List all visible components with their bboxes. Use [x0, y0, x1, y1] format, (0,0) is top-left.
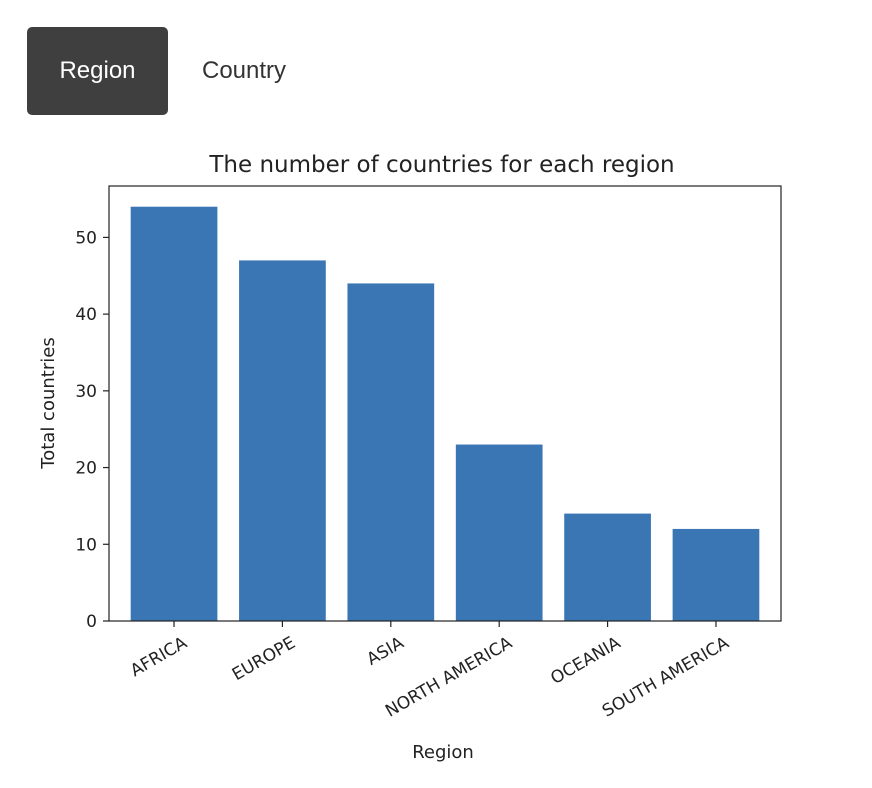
bar-asia	[347, 283, 435, 621]
y-tick-label: 40	[75, 305, 97, 325]
bar-oceania	[564, 513, 651, 621]
y-tick-label: 10	[75, 535, 97, 555]
y-axis: 0 10 20 30 40 50	[75, 228, 109, 632]
x-tick-label: ASIA	[363, 633, 407, 670]
x-axis-label: Region	[412, 742, 474, 763]
y-tick-label: 20	[75, 459, 97, 479]
bars-group	[130, 206, 760, 621]
bar-south-america	[672, 528, 760, 621]
y-tick-label: 30	[75, 382, 97, 402]
tab-region[interactable]: Region	[27, 27, 168, 115]
tab-country[interactable]: Country	[202, 57, 287, 84]
bar-north-america	[455, 444, 543, 621]
bar-africa	[130, 206, 218, 621]
bar-europe	[239, 260, 326, 621]
plot-frame	[108, 185, 782, 622]
tab-bar: Region Country	[27, 27, 320, 115]
y-axis-label: Total countries	[38, 337, 59, 469]
chart-title: The number of countries for each region	[208, 152, 674, 178]
x-tick-label: AFRICA	[127, 633, 191, 681]
x-tick-label: OCEANIA	[547, 633, 624, 689]
y-tick-label: 0	[86, 612, 97, 632]
y-tick-label: 50	[75, 228, 97, 248]
x-tick-label: EUROPE	[229, 633, 299, 685]
